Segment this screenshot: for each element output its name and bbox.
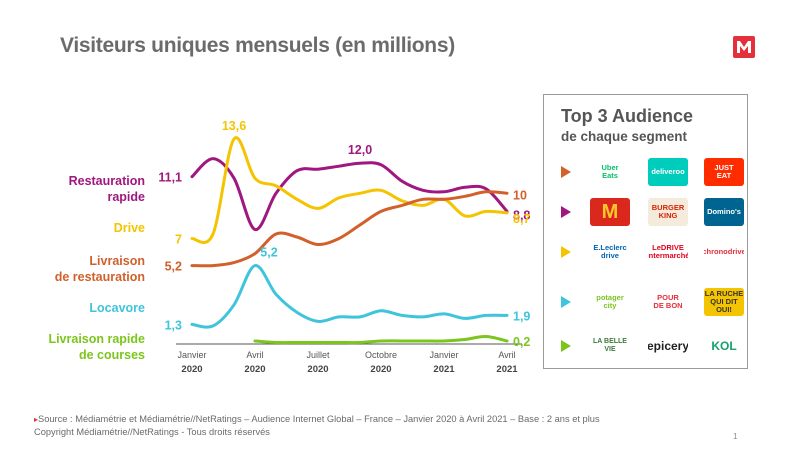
- segment-marker-icon: [561, 340, 571, 352]
- series-label-line: Locavore: [89, 301, 145, 315]
- epicery-logo-icon: epicery: [648, 332, 688, 360]
- x-tick-month: Avril: [246, 350, 263, 360]
- copyright-text: Copyright Médiamétrie//NetRatings - Tous…: [34, 427, 270, 437]
- series-line-restauration-rapide: [190, 157, 509, 231]
- series-label-restauration-rapide: Restauration rapide: [69, 173, 145, 205]
- peak-label-restauration-rapide: 12,0: [348, 143, 372, 157]
- intermarche-drive-logo-icon: LeDRIVE Intermarché: [648, 238, 688, 266]
- pour-de-bon-logo-icon: POUR DE BON: [648, 288, 688, 316]
- series-line-livraison-rapide-de-courses: [253, 334, 509, 345]
- x-tick-year: 2021: [433, 364, 455, 375]
- x-tick-year: 2020: [244, 364, 265, 375]
- la-belle-vie-logo-icon: LA BELLE VIE: [590, 332, 630, 360]
- leclerc-drive-logo-icon: E.Leclerc drive: [590, 238, 630, 266]
- end-label-livraison-de-restauration: 10: [513, 188, 527, 202]
- segment-marker-icon: [561, 166, 571, 178]
- segment-marker-icon: [561, 206, 571, 218]
- x-tick-month: Juillet: [306, 350, 330, 360]
- peak-label-locavore: 5,2: [260, 246, 277, 260]
- end-label-livraison-rapide-de-courses: 0,2: [513, 335, 530, 349]
- series-line-livraison-de-restauration: [190, 190, 509, 268]
- dominos-logo-icon: Domino's: [704, 198, 744, 226]
- x-tick-month: Janvier: [177, 350, 206, 360]
- x-tick-year: 2021: [496, 364, 518, 375]
- end-label-locavore: 1,9: [513, 309, 530, 323]
- panel-title: Top 3 Audience: [561, 106, 694, 126]
- footer-bullet-icon: ▸: [34, 415, 39, 424]
- start-label-locavore: 1,3: [165, 318, 182, 332]
- x-tick-month: Janvier: [429, 350, 458, 360]
- start-label-drive: 7: [175, 233, 182, 247]
- series-line-locavore: [190, 264, 509, 329]
- series-label-line: Drive: [113, 221, 145, 235]
- series-label-line: Restauration: [68, 174, 145, 188]
- x-tick-year: 2020: [370, 364, 391, 375]
- page-number: 1: [733, 432, 738, 441]
- segment-marker-icon: [561, 246, 571, 258]
- mcdonalds-logo-icon: M: [590, 198, 630, 226]
- source-text: Source : Médiamétrie et Médiamétrie//Net…: [38, 414, 600, 424]
- x-tick-year: 2020: [307, 364, 328, 375]
- line-chart: Janvier 2020 Avril 2020 Juillet 2020 Octobre 20…: [158, 119, 530, 375]
- series-label-line: rapide: [107, 190, 145, 204]
- series-label-livraison-rapide-de-courses: Livraison rapide de courses: [48, 331, 145, 363]
- mediametrie-logo-icon: [733, 36, 755, 58]
- start-label-livraison-de-restauration: 5,2: [165, 260, 182, 274]
- end-label-drive: 8,7: [513, 212, 530, 226]
- just-eat-logo-icon: JUST EAT: [704, 158, 744, 186]
- series-label-locavore: Locavore: [89, 300, 145, 316]
- chronodrive-logo-icon: chronodrive: [704, 238, 744, 266]
- series-line-drive: [190, 136, 509, 245]
- page-title: Visiteurs uniques mensuels (en millions): [60, 34, 455, 57]
- kol-logo-icon: KOL: [704, 332, 744, 360]
- top3-panel: Top 3 Audience de chaque segment Uber Ea…: [543, 94, 748, 369]
- peak-label-drive: 13,6: [222, 119, 246, 133]
- footer-source: ▸Source : Médiamétrie et Médiamétrie//Ne…: [34, 413, 600, 438]
- series-label-livraison-de-restauration: Livraison de restauration: [55, 253, 145, 285]
- burger-king-logo-icon: BURGER KING: [648, 198, 688, 226]
- la-ruche-qui-dit-oui-logo-icon: LA RUCHE QUI DIT OUI!: [704, 288, 744, 316]
- uber-eats-logo-icon: Uber Eats: [590, 158, 630, 186]
- panel-subtitle: de chaque segment: [561, 129, 688, 144]
- x-tick-month: Avril: [498, 350, 515, 360]
- series-label-line: de courses: [78, 348, 145, 362]
- series-label-line: Livraison rapide: [48, 332, 145, 346]
- start-label-restauration-rapide: 11,1: [158, 171, 182, 185]
- deliveroo-logo-icon: deliveroo: [648, 158, 688, 186]
- segment-marker-icon: [561, 296, 571, 308]
- x-tick-year: 2020: [181, 364, 202, 375]
- potager-city-logo-icon: potager city: [590, 288, 630, 316]
- end-label-restauration-rapide: 8,8: [513, 208, 530, 222]
- series-label-line: de restauration: [54, 270, 145, 284]
- series-label-line: Livraison: [89, 254, 145, 268]
- series-label-drive: Drive: [114, 220, 145, 236]
- x-tick-month: Octobre: [365, 350, 397, 360]
